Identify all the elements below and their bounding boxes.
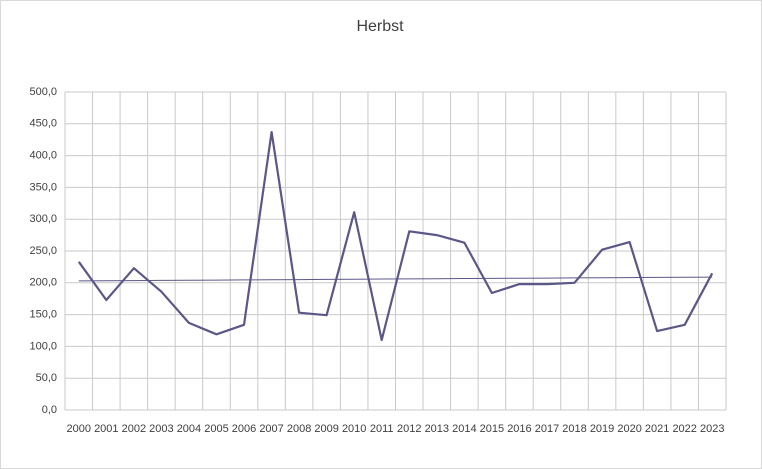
x-tick-label: 2012 [397, 423, 421, 435]
x-tick-label: 2022 [672, 423, 696, 435]
x-tick-label: 2003 [149, 423, 173, 435]
x-tick-label: 2008 [287, 423, 311, 435]
y-tick-label: 450,0 [29, 118, 57, 130]
x-tick-label: 2002 [122, 423, 146, 435]
x-tick-label: 2015 [480, 423, 504, 435]
y-tick-label: 250,0 [29, 245, 57, 257]
y-tick-label: 500,0 [29, 86, 57, 98]
x-tick-label: 2006 [232, 423, 256, 435]
x-tick-label: 2007 [259, 423, 283, 435]
x-tick-label: 2021 [645, 423, 669, 435]
trend-line [78, 276, 713, 282]
x-tick-label: 2005 [204, 423, 228, 435]
y-tick-label: 300,0 [29, 213, 57, 225]
x-tick-label: 2009 [314, 423, 338, 435]
x-tick-label: 2023 [700, 423, 724, 435]
y-tick-label: 400,0 [29, 150, 57, 162]
x-tick-label: 2010 [342, 423, 366, 435]
y-tick-label: 0,0 [42, 404, 57, 416]
x-tick-label: 2000 [67, 423, 91, 435]
x-tick-label: 2001 [94, 423, 118, 435]
y-tick-label: 350,0 [29, 181, 57, 193]
x-tick-label: 2016 [507, 423, 531, 435]
y-tick-label: 50,0 [36, 372, 57, 384]
x-tick-label: 2019 [590, 423, 614, 435]
y-tick-label: 100,0 [29, 340, 57, 352]
x-tick-label: 2018 [562, 423, 586, 435]
x-tick-label: 2013 [425, 423, 449, 435]
x-tick-label: 2017 [535, 423, 559, 435]
x-tick-label: 2020 [617, 423, 641, 435]
x-tick-label: 2011 [370, 423, 394, 435]
y-tick-label: 150,0 [29, 309, 57, 321]
x-tick-label: 2014 [452, 423, 476, 435]
y-tick-label: 200,0 [29, 277, 57, 289]
chart-title: Herbst [356, 18, 404, 35]
data-line [77, 131, 714, 342]
x-tick-label: 2004 [177, 423, 201, 435]
